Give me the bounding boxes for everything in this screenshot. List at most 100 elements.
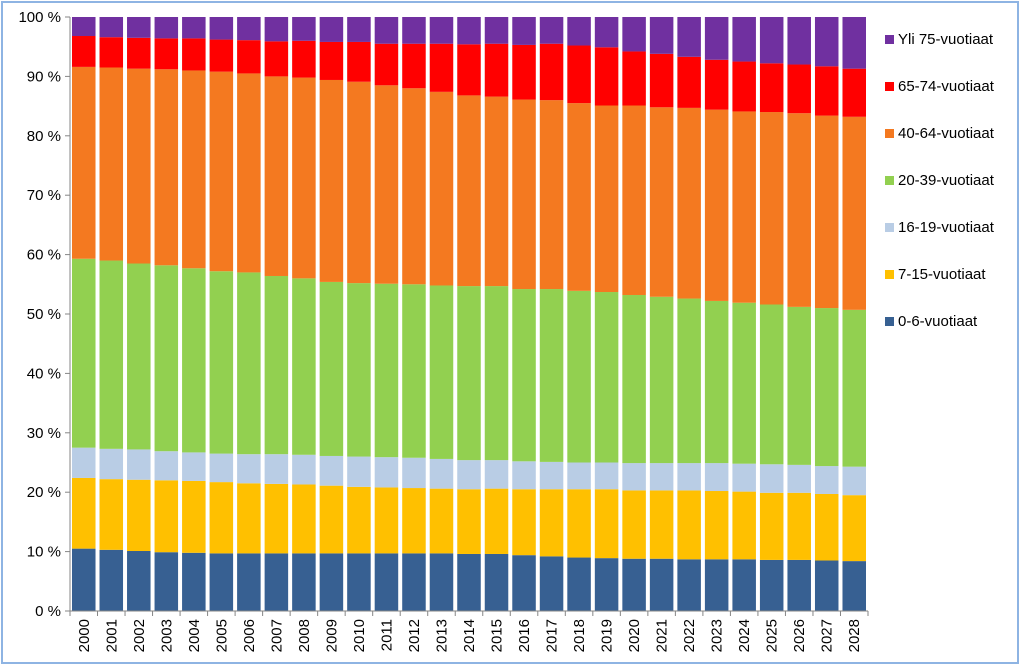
bar-segment: [622, 558, 646, 611]
bar-segment: [484, 553, 509, 611]
bar-segment: [622, 17, 646, 52]
bar-segment: [72, 477, 96, 549]
bar-segment: [732, 111, 756, 303]
bar-segment: [292, 278, 316, 455]
x-tick-label: 2012: [406, 619, 423, 652]
x-tick-label: 2025: [764, 619, 781, 652]
bar-segment: [429, 553, 454, 611]
x-tick-label: 2010: [351, 619, 368, 652]
bar-segment: [127, 551, 151, 611]
x-tick-label: 2024: [736, 619, 753, 652]
bar-segment: [512, 44, 536, 100]
bar-segment: [319, 17, 344, 42]
y-tick-label: 80 %: [27, 128, 61, 145]
bar-segment: [402, 457, 426, 489]
bar-segment: [182, 552, 206, 611]
bar-segment: [402, 43, 426, 89]
bar-segment: [209, 71, 234, 272]
bar-segment: [154, 69, 179, 266]
bar-segment: [704, 300, 729, 464]
x-tick-label: 2018: [571, 619, 588, 652]
bar-segment: [347, 456, 371, 487]
bar-segment: [209, 482, 234, 554]
bar-segment: [99, 67, 124, 261]
bar-segment: [759, 17, 784, 64]
bar-segment: [402, 488, 426, 554]
bar-segment: [759, 304, 784, 465]
bar-segment: [732, 491, 756, 560]
bar-segment: [209, 17, 234, 40]
x-tick-label: 2003: [158, 619, 175, 652]
y-tick-label: 100 %: [18, 9, 61, 26]
bar-segment: [292, 17, 316, 41]
bar-segment: [814, 17, 839, 67]
x-tick-label: 2023: [709, 619, 726, 652]
bar-segment: [154, 265, 179, 452]
bar-segment: [402, 284, 426, 458]
bar-segment: [457, 489, 481, 554]
bar-segment: [704, 491, 729, 560]
bar-segment: [594, 17, 619, 48]
bar-segment: [429, 488, 454, 554]
bar-segment: [457, 553, 481, 611]
bar-segment: [567, 557, 591, 611]
y-tick-label: 20 %: [27, 484, 61, 501]
bar-segment: [264, 454, 289, 484]
bar-segment: [429, 17, 454, 44]
bar-segment: [759, 63, 784, 113]
bar-segment: [319, 79, 344, 282]
bar-segment: [374, 553, 399, 611]
bar-segment: [677, 107, 701, 299]
bar-segment: [264, 483, 289, 554]
bar-segment: [539, 289, 564, 462]
bar-segment: [99, 17, 124, 38]
bar-segment: [264, 41, 289, 77]
bar-segment: [842, 561, 866, 611]
x-tick-label: 2028: [846, 619, 863, 652]
bar-segment: [539, 100, 564, 290]
bar-segment: [319, 553, 344, 611]
bar-segment: [759, 492, 784, 560]
x-tick-label: 2009: [323, 619, 340, 652]
bar-segment: [814, 493, 839, 561]
bar-segment: [127, 17, 151, 38]
legend-swatch: [885, 35, 894, 44]
bar-segment: [677, 56, 701, 108]
bar-segment: [539, 461, 564, 490]
y-tick-label: 40 %: [27, 365, 61, 382]
bar-segment: [374, 85, 399, 284]
bar-segment: [814, 466, 839, 494]
bar-segment: [429, 458, 454, 489]
bar-segment: [182, 480, 206, 553]
bar-segment: [154, 17, 179, 39]
bar-segment: [347, 41, 371, 82]
legend-label: Yli 75-vuotiaat: [898, 31, 994, 48]
bar-segment: [347, 553, 371, 611]
bar-segment: [319, 455, 344, 486]
bar-segment: [649, 558, 674, 611]
bar-segment: [484, 17, 509, 44]
bar-segment: [374, 457, 399, 488]
bar-segment: [72, 258, 96, 448]
bar-segment: [99, 549, 124, 611]
bar-segment: [154, 480, 179, 553]
legend-swatch: [885, 317, 894, 326]
bar-segment: [182, 70, 206, 269]
bar-segment: [72, 66, 96, 259]
legend-swatch: [885, 223, 894, 232]
bar-segment: [72, 36, 96, 67]
bar-segment: [567, 290, 591, 463]
bar-segment: [842, 309, 866, 467]
bar-segment: [787, 113, 811, 307]
bar-segment: [649, 107, 674, 297]
legend-label: 7-15-vuotiaat: [898, 266, 986, 283]
bar-segment: [237, 17, 261, 41]
bar-segment: [732, 302, 756, 464]
bar-segment: [237, 40, 261, 74]
bar-segment: [594, 292, 619, 463]
bar-segment: [429, 91, 454, 286]
legend-swatch: [885, 270, 894, 279]
bar-segment: [622, 105, 646, 295]
x-tick-label: 2027: [819, 619, 836, 652]
legend-label: 16-19-vuotiaat: [898, 219, 995, 236]
